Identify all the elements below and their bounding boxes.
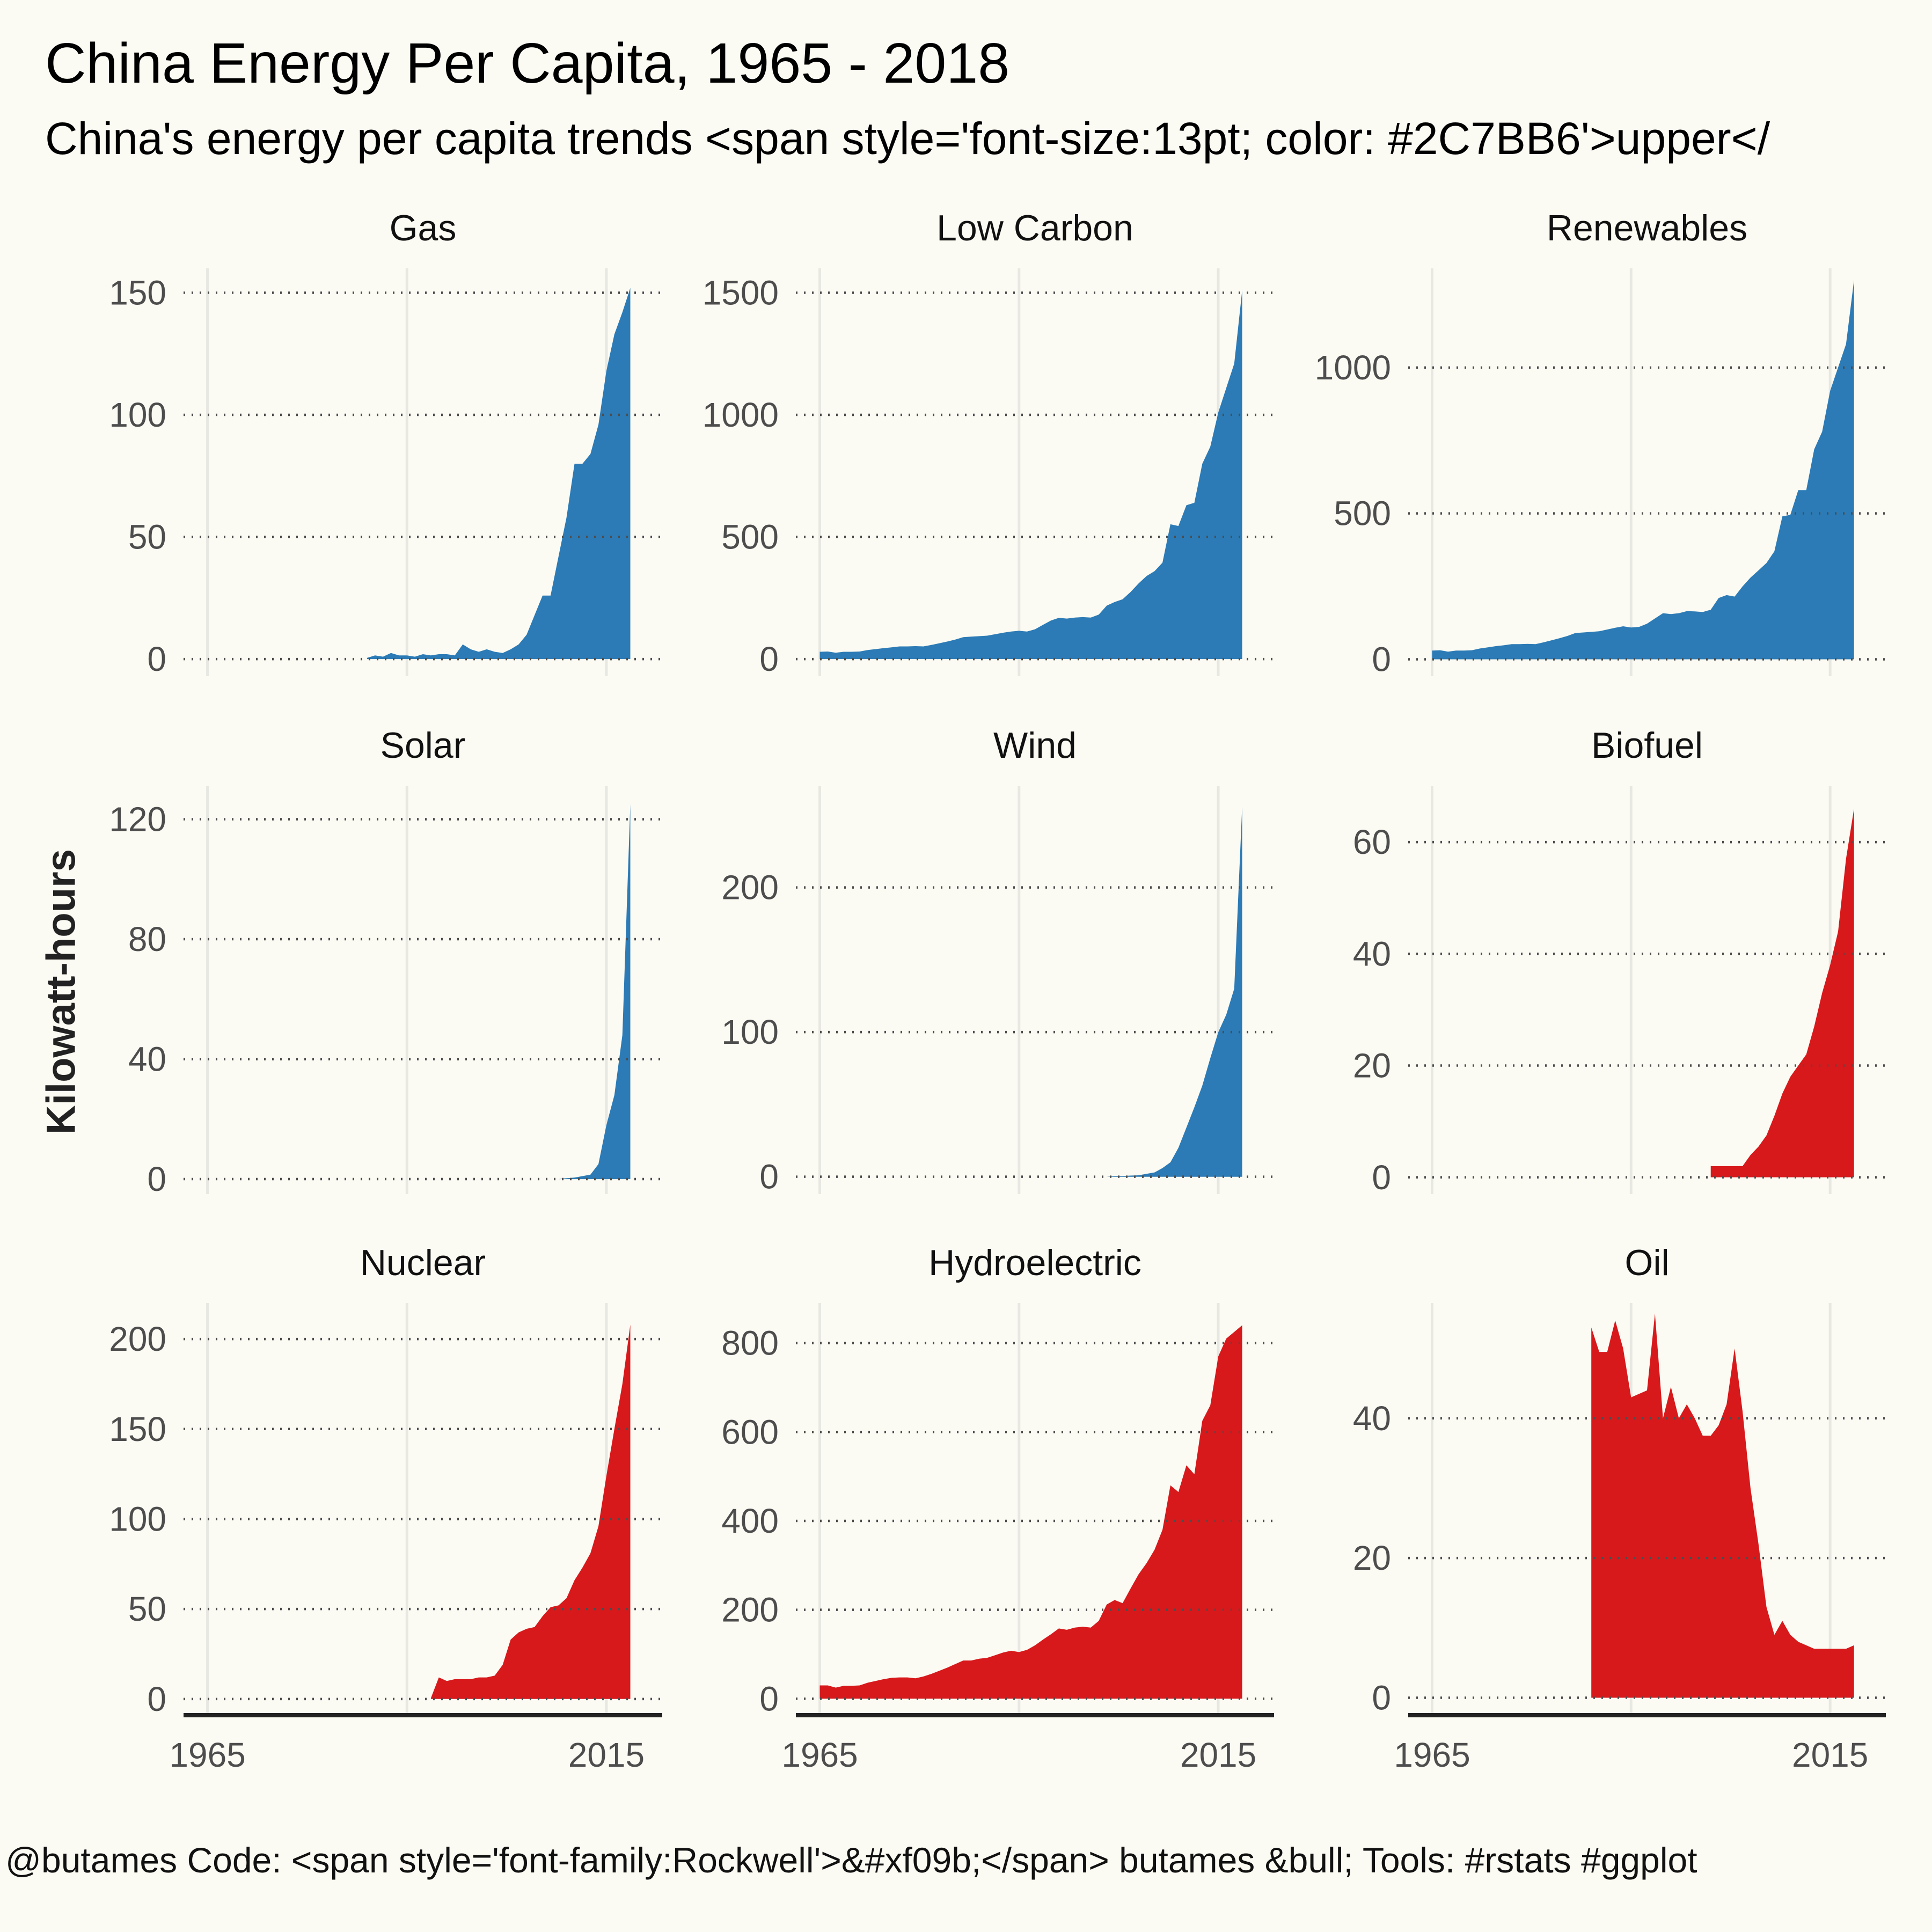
gas-y-tick-label: 100 [109,396,166,434]
gas-area [367,288,631,660]
low-carbon-y-tick-label: 1500 [702,274,779,312]
wind-y-tick-label: 200 [721,868,779,907]
renewables-area [1432,280,1854,660]
chart-caption: @butames Code: <span style='font-family:… [5,1840,1697,1880]
oil-y-tick-label: 40 [1353,1399,1391,1438]
renewables-y-tick-label: 0 [1372,640,1391,678]
facet-title-oil: Oil [1624,1242,1669,1283]
renewables-y-tick-label: 1000 [1315,348,1391,387]
biofuel-y-tick-label: 0 [1372,1158,1391,1197]
biofuel-y-tick-label: 20 [1353,1046,1391,1085]
facet-title-gas: Gas [390,208,457,248]
nuclear-y-tick-label: 150 [109,1410,166,1448]
biofuel-area [1710,808,1854,1177]
hydroelectric-area [819,1325,1242,1699]
facet-title-nuclear: Nuclear [360,1242,486,1283]
facet-title-hydroelectric: Hydroelectric [928,1242,1141,1283]
nuclear-y-tick-label: 100 [109,1499,166,1538]
oil-x-tick-label: 1965 [1394,1736,1470,1774]
hydroelectric-y-tick-label: 0 [759,1679,779,1718]
nuclear-y-tick-label: 0 [147,1680,166,1718]
oil-x-tick-label: 2015 [1792,1736,1868,1774]
nuclear-y-tick-label: 200 [109,1320,166,1358]
biofuel-y-tick-label: 60 [1353,823,1391,861]
nuclear-x-tick-label: 2015 [568,1736,645,1774]
solar-y-tick-label: 40 [128,1040,166,1079]
facet-title-solar: Solar [380,725,466,766]
oil-y-tick-label: 20 [1353,1539,1391,1577]
gas-y-tick-label: 0 [147,640,166,678]
wind-y-tick-label: 0 [759,1158,779,1196]
facet-title-renewables: Renewables [1547,208,1747,248]
oil-area [1591,1313,1854,1698]
biofuel-y-tick-label: 40 [1353,934,1391,973]
gas-y-tick-label: 150 [109,274,166,312]
hydroelectric-x-tick-label: 2015 [1180,1736,1256,1774]
solar-y-tick-label: 120 [109,800,166,838]
hydroelectric-y-tick-label: 200 [721,1591,779,1629]
gas-y-tick-label: 50 [128,518,166,557]
nuclear-area [430,1324,631,1699]
oil-y-tick-label: 0 [1372,1678,1391,1717]
facet-title-biofuel: Biofuel [1591,725,1703,766]
wind-area [1035,806,1242,1177]
solar-y-tick-label: 0 [147,1160,166,1198]
chart-subtitle: China's energy per capita trends <span s… [45,113,1770,164]
hydroelectric-x-tick-label: 1965 [781,1736,858,1774]
facet-title-wind: Wind [993,725,1077,766]
hydroelectric-y-tick-label: 600 [721,1413,779,1451]
low-carbon-y-tick-label: 0 [759,640,779,678]
wind-y-tick-label: 100 [721,1013,779,1051]
renewables-y-tick-label: 500 [1334,494,1391,533]
hydroelectric-y-tick-label: 400 [721,1502,779,1540]
facet-title-low-carbon: Low Carbon [936,208,1133,248]
solar-y-tick-label: 80 [128,920,166,958]
low-carbon-area [819,290,1242,660]
hydroelectric-y-tick-label: 800 [721,1324,779,1363]
nuclear-x-tick-label: 1965 [169,1736,245,1774]
nuclear-y-tick-label: 50 [128,1590,166,1628]
chart-title: China Energy Per Capita, 1965 - 2018 [45,32,1010,95]
solar-area [526,804,631,1180]
low-carbon-y-tick-label: 500 [721,518,779,557]
low-carbon-y-tick-label: 1000 [702,396,779,434]
